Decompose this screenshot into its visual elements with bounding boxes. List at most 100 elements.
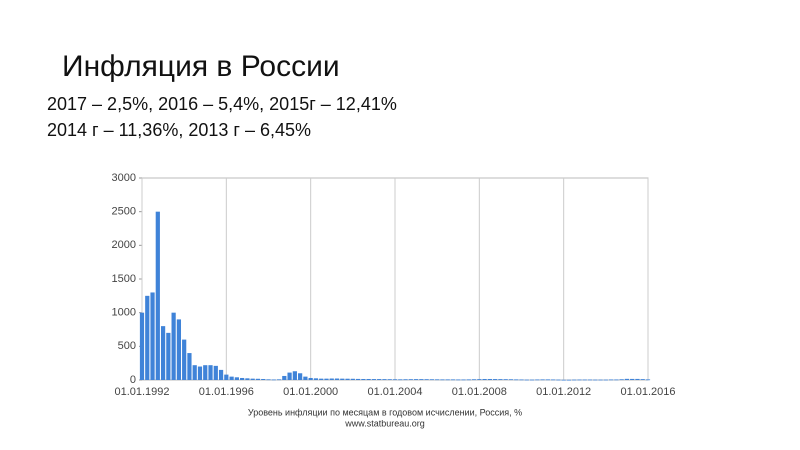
bar <box>603 379 608 381</box>
y-tick-label: 3000 <box>112 172 136 184</box>
bar <box>551 379 556 381</box>
bar <box>303 376 308 380</box>
bar <box>313 378 319 380</box>
bar <box>292 371 297 380</box>
bar <box>572 379 577 381</box>
bar <box>255 378 261 380</box>
bar <box>261 378 266 380</box>
bar <box>561 379 566 381</box>
bar <box>334 378 340 380</box>
slide-title: Инфляция в России <box>62 50 340 83</box>
bar <box>150 292 155 380</box>
bar <box>160 326 166 380</box>
bar <box>355 378 361 380</box>
bar <box>271 379 276 381</box>
bar <box>408 379 413 380</box>
bar <box>182 339 187 380</box>
bar <box>529 379 535 381</box>
bar <box>203 365 208 380</box>
bar <box>340 378 345 380</box>
bar <box>192 365 197 380</box>
bar <box>319 378 324 380</box>
bar <box>435 379 440 381</box>
bar <box>413 379 419 380</box>
x-tick-label: 01.01.2004 <box>367 386 422 398</box>
bar <box>229 376 234 380</box>
bar <box>298 373 303 380</box>
y-tick-label: 2000 <box>112 239 136 251</box>
bar <box>155 211 160 380</box>
bar <box>593 379 598 381</box>
bar <box>398 379 403 381</box>
bar <box>387 379 392 380</box>
bar <box>456 379 461 381</box>
bar <box>577 379 582 381</box>
bar <box>556 379 561 381</box>
bar <box>382 379 387 380</box>
bar <box>503 379 508 380</box>
bar <box>635 378 640 380</box>
bar <box>640 379 645 380</box>
bar <box>477 379 482 380</box>
bar <box>493 379 498 380</box>
bar <box>545 379 550 381</box>
bar <box>324 378 329 380</box>
bar <box>250 378 255 380</box>
x-axis-caption: Уровень инфляции по месяцам в годовом ис… <box>248 407 522 417</box>
bar <box>392 379 398 381</box>
bar <box>282 375 287 380</box>
bar <box>224 374 229 380</box>
y-tick-label: 1000 <box>112 307 136 319</box>
bar <box>608 379 614 381</box>
bar <box>445 379 450 381</box>
bar <box>345 378 350 380</box>
bar <box>487 378 492 380</box>
bar <box>197 366 203 380</box>
bar <box>377 379 382 380</box>
bar <box>566 379 572 381</box>
bar <box>371 379 377 380</box>
bar <box>266 379 271 381</box>
bar <box>424 379 429 380</box>
x-tick-label: 01.01.2000 <box>283 386 338 398</box>
bar <box>171 312 176 380</box>
bar <box>508 379 514 381</box>
y-tick-label: 1500 <box>112 273 136 285</box>
bar <box>471 379 477 381</box>
bar <box>187 353 192 380</box>
bar <box>540 379 545 381</box>
bar <box>329 378 334 380</box>
bar <box>535 379 540 381</box>
bar <box>619 379 624 381</box>
bar <box>614 379 619 381</box>
y-tick-label: 2500 <box>112 206 136 218</box>
bar <box>429 379 435 381</box>
y-tick-label: 500 <box>118 340 136 352</box>
bar <box>308 377 313 380</box>
x-tick-label: 01.01.1992 <box>114 386 169 398</box>
bar <box>240 377 245 380</box>
bar <box>245 378 250 380</box>
bar <box>598 379 603 381</box>
bar <box>524 379 529 381</box>
bar <box>176 319 182 380</box>
bar <box>276 379 282 381</box>
bar <box>366 378 371 380</box>
bar <box>208 365 213 380</box>
bar <box>287 372 292 380</box>
bar <box>166 332 171 380</box>
bar <box>630 378 635 380</box>
bar <box>139 312 145 380</box>
bar <box>519 379 524 381</box>
bar <box>461 379 466 381</box>
bar <box>361 378 366 380</box>
source: www.statbureau.org <box>344 418 425 428</box>
bar <box>440 379 445 381</box>
bar <box>482 378 487 380</box>
subtitle-line: 2014 г – 11,36%, 2013 г – 6,45% <box>47 120 311 140</box>
subtitle-line: 2017 – 2,5%, 2016 – 5,4%, 2015г – 12,41% <box>47 94 397 114</box>
bar <box>514 379 519 381</box>
x-tick-label: 01.01.2016 <box>620 386 675 398</box>
bar <box>450 379 456 381</box>
bar <box>403 379 408 381</box>
